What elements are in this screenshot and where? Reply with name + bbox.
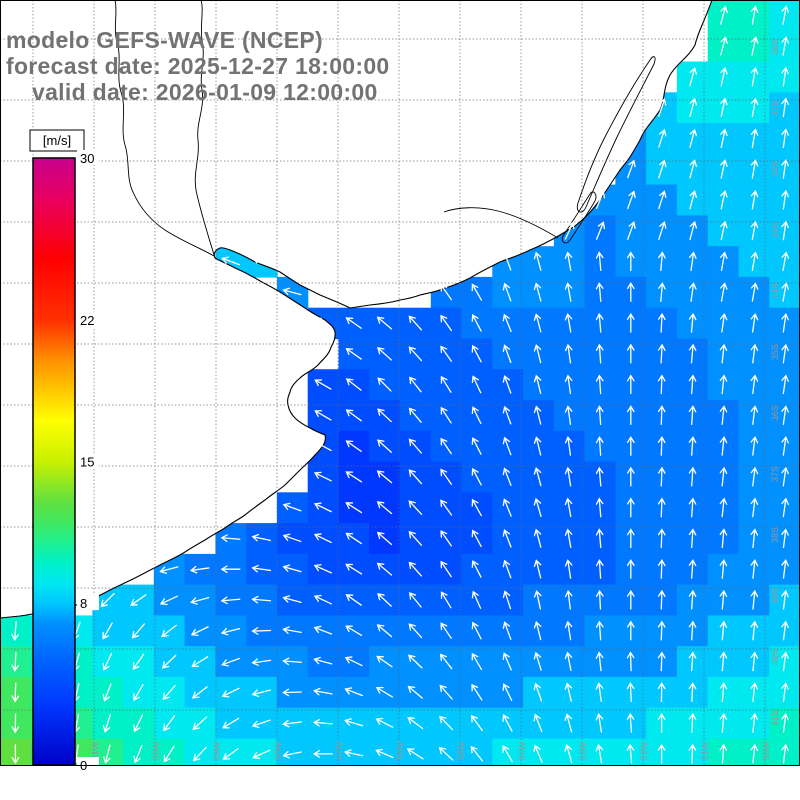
svg-text:52W: 52W (639, 741, 649, 760)
svg-text:36S: 36S (770, 405, 780, 421)
colorbar-unit-box (29, 129, 85, 152)
graticule-labels: 62W61W60W59W58W57W56W55W54W53W52W51W50W3… (29, 39, 780, 760)
svg-text:35S: 35S (770, 344, 780, 360)
svg-text:61W: 61W (90, 741, 100, 760)
colorbar-gradient (32, 157, 76, 766)
svg-text:30S: 30S (770, 39, 780, 55)
inland-water-lines (114, 0, 656, 259)
wind-speed-field (0, 0, 800, 766)
svg-text:32S: 32S (770, 161, 780, 177)
wind-arrows (11, 5, 790, 765)
svg-text:34S: 34S (770, 283, 780, 299)
svg-text:58W: 58W (273, 741, 283, 760)
svg-text:31S: 31S (770, 100, 780, 116)
svg-text:53W: 53W (578, 741, 588, 760)
svg-text:56W: 56W (395, 741, 405, 760)
svg-text:33S: 33S (770, 222, 780, 238)
valid-date: valid date: 2026-01-09 12:00:00 (32, 79, 378, 105)
title-block: modelo GEFS-WAVE (NCEP) forecast date: 2… (6, 27, 390, 105)
forecast-date: forecast date: 2025-12-27 18:00:00 (6, 53, 390, 79)
colorbar-tick-label: 30 (80, 151, 94, 166)
svg-text:51W: 51W (700, 741, 710, 760)
svg-text:50W: 50W (761, 741, 771, 760)
svg-text:60W: 60W (151, 741, 161, 760)
colorbar-unit-label: [m/s] (43, 133, 71, 148)
svg-text:54W: 54W (517, 741, 527, 760)
graticule-grid (0, 0, 800, 766)
svg-text:59W: 59W (212, 741, 222, 760)
colorbar-tick-label: 22 (80, 313, 94, 328)
colorbar-tick-label: 8 (80, 596, 87, 611)
svg-text:57W: 57W (334, 741, 344, 760)
svg-text:38S: 38S (770, 527, 780, 543)
svg-text:55W: 55W (456, 741, 466, 760)
svg-text:41S: 41S (770, 710, 780, 726)
land-polygon (0, 0, 713, 619)
model-title: modelo GEFS-WAVE (NCEP) (6, 27, 323, 53)
svg-text:37S: 37S (770, 466, 780, 482)
svg-text:39S: 39S (770, 588, 780, 604)
colorbar-tick-label: 15 (80, 455, 94, 470)
svg-text:40S: 40S (770, 649, 780, 665)
